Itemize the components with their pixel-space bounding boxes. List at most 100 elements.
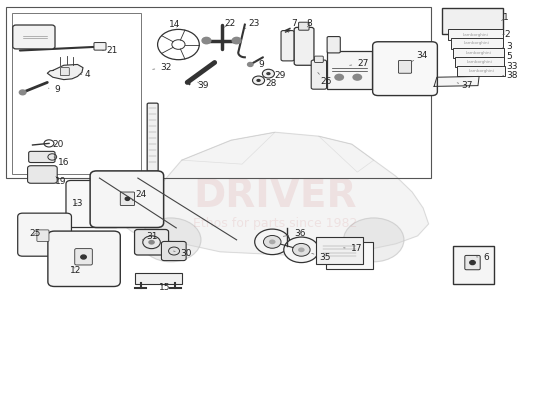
Circle shape xyxy=(256,79,261,82)
FancyBboxPatch shape xyxy=(457,66,505,76)
Circle shape xyxy=(344,218,404,262)
Text: 9: 9 xyxy=(48,86,60,94)
Text: 6: 6 xyxy=(476,253,489,262)
Text: 5: 5 xyxy=(503,52,512,61)
Circle shape xyxy=(334,74,344,81)
Circle shape xyxy=(81,255,86,259)
FancyBboxPatch shape xyxy=(37,230,49,242)
Text: 14: 14 xyxy=(169,20,180,29)
Text: 20: 20 xyxy=(49,140,64,150)
Circle shape xyxy=(263,236,281,248)
FancyBboxPatch shape xyxy=(465,256,480,270)
Text: 15: 15 xyxy=(159,283,170,292)
Text: 22: 22 xyxy=(224,19,236,28)
FancyBboxPatch shape xyxy=(66,180,121,228)
Text: 2: 2 xyxy=(503,30,510,39)
Text: 36: 36 xyxy=(283,229,306,238)
Text: 29: 29 xyxy=(267,71,286,80)
Text: 31: 31 xyxy=(142,232,158,241)
Circle shape xyxy=(148,240,155,245)
Text: Lamborghini: Lamborghini xyxy=(465,51,491,55)
FancyBboxPatch shape xyxy=(448,29,503,40)
Text: 24: 24 xyxy=(133,190,147,201)
Circle shape xyxy=(252,76,265,85)
FancyBboxPatch shape xyxy=(29,151,55,162)
Circle shape xyxy=(353,74,362,81)
Text: 9: 9 xyxy=(254,60,264,69)
FancyBboxPatch shape xyxy=(453,48,504,58)
Circle shape xyxy=(232,37,241,44)
Text: 30: 30 xyxy=(173,249,192,258)
FancyBboxPatch shape xyxy=(327,50,372,89)
Text: 38: 38 xyxy=(503,71,518,80)
Text: 7: 7 xyxy=(288,19,296,32)
FancyBboxPatch shape xyxy=(311,60,327,89)
FancyBboxPatch shape xyxy=(48,231,120,286)
FancyBboxPatch shape xyxy=(90,171,164,228)
Circle shape xyxy=(284,237,319,262)
Circle shape xyxy=(293,244,310,256)
Text: Lamborghini: Lamborghini xyxy=(467,60,492,64)
Text: 35: 35 xyxy=(312,253,331,262)
FancyBboxPatch shape xyxy=(13,25,55,49)
Text: Ethos for parts since 1982: Ethos for parts since 1982 xyxy=(193,218,357,230)
Text: 16: 16 xyxy=(54,157,69,167)
FancyBboxPatch shape xyxy=(281,30,294,61)
Circle shape xyxy=(141,218,201,262)
Circle shape xyxy=(298,248,305,252)
Circle shape xyxy=(202,37,211,44)
FancyBboxPatch shape xyxy=(147,103,158,171)
Text: DRIVER: DRIVER xyxy=(193,177,357,215)
FancyBboxPatch shape xyxy=(327,36,340,53)
Text: 23: 23 xyxy=(245,19,260,28)
Circle shape xyxy=(470,260,475,264)
Text: 19: 19 xyxy=(55,176,67,186)
FancyBboxPatch shape xyxy=(398,60,411,73)
FancyBboxPatch shape xyxy=(94,42,106,50)
Circle shape xyxy=(248,62,253,66)
Text: 28: 28 xyxy=(260,79,277,88)
FancyBboxPatch shape xyxy=(450,38,503,48)
Polygon shape xyxy=(122,132,428,256)
Text: Lamborghini: Lamborghini xyxy=(468,69,494,73)
Text: 37: 37 xyxy=(457,81,473,90)
FancyBboxPatch shape xyxy=(315,56,323,62)
FancyBboxPatch shape xyxy=(294,28,314,65)
Polygon shape xyxy=(47,64,83,80)
Circle shape xyxy=(125,197,130,200)
Text: 4: 4 xyxy=(79,70,90,79)
Text: Lamborghini: Lamborghini xyxy=(463,32,488,36)
Text: 13: 13 xyxy=(72,199,83,208)
Circle shape xyxy=(255,229,290,255)
Text: 3: 3 xyxy=(503,42,512,52)
Text: 25: 25 xyxy=(30,229,41,238)
FancyBboxPatch shape xyxy=(28,166,57,183)
Text: 17: 17 xyxy=(344,244,362,253)
FancyBboxPatch shape xyxy=(299,22,309,30)
Text: 33: 33 xyxy=(503,62,518,70)
FancyBboxPatch shape xyxy=(453,246,494,284)
Text: 27: 27 xyxy=(350,59,368,68)
Text: 32: 32 xyxy=(153,63,172,72)
FancyBboxPatch shape xyxy=(18,213,72,256)
FancyBboxPatch shape xyxy=(442,8,503,34)
Circle shape xyxy=(269,240,276,244)
Circle shape xyxy=(266,72,271,75)
Circle shape xyxy=(262,69,274,78)
FancyBboxPatch shape xyxy=(120,192,135,206)
Text: 39: 39 xyxy=(197,82,208,90)
FancyBboxPatch shape xyxy=(162,242,186,260)
Text: 21: 21 xyxy=(102,46,118,55)
FancyBboxPatch shape xyxy=(60,68,69,76)
Text: 1: 1 xyxy=(502,13,508,22)
Text: 12: 12 xyxy=(70,266,81,275)
Text: Lamborghini: Lamborghini xyxy=(464,41,490,45)
FancyBboxPatch shape xyxy=(326,242,373,269)
FancyBboxPatch shape xyxy=(135,273,182,284)
FancyBboxPatch shape xyxy=(373,42,437,96)
FancyBboxPatch shape xyxy=(75,249,92,265)
Polygon shape xyxy=(434,76,479,86)
Text: 34: 34 xyxy=(412,51,428,61)
FancyBboxPatch shape xyxy=(135,230,168,255)
FancyBboxPatch shape xyxy=(316,237,363,264)
